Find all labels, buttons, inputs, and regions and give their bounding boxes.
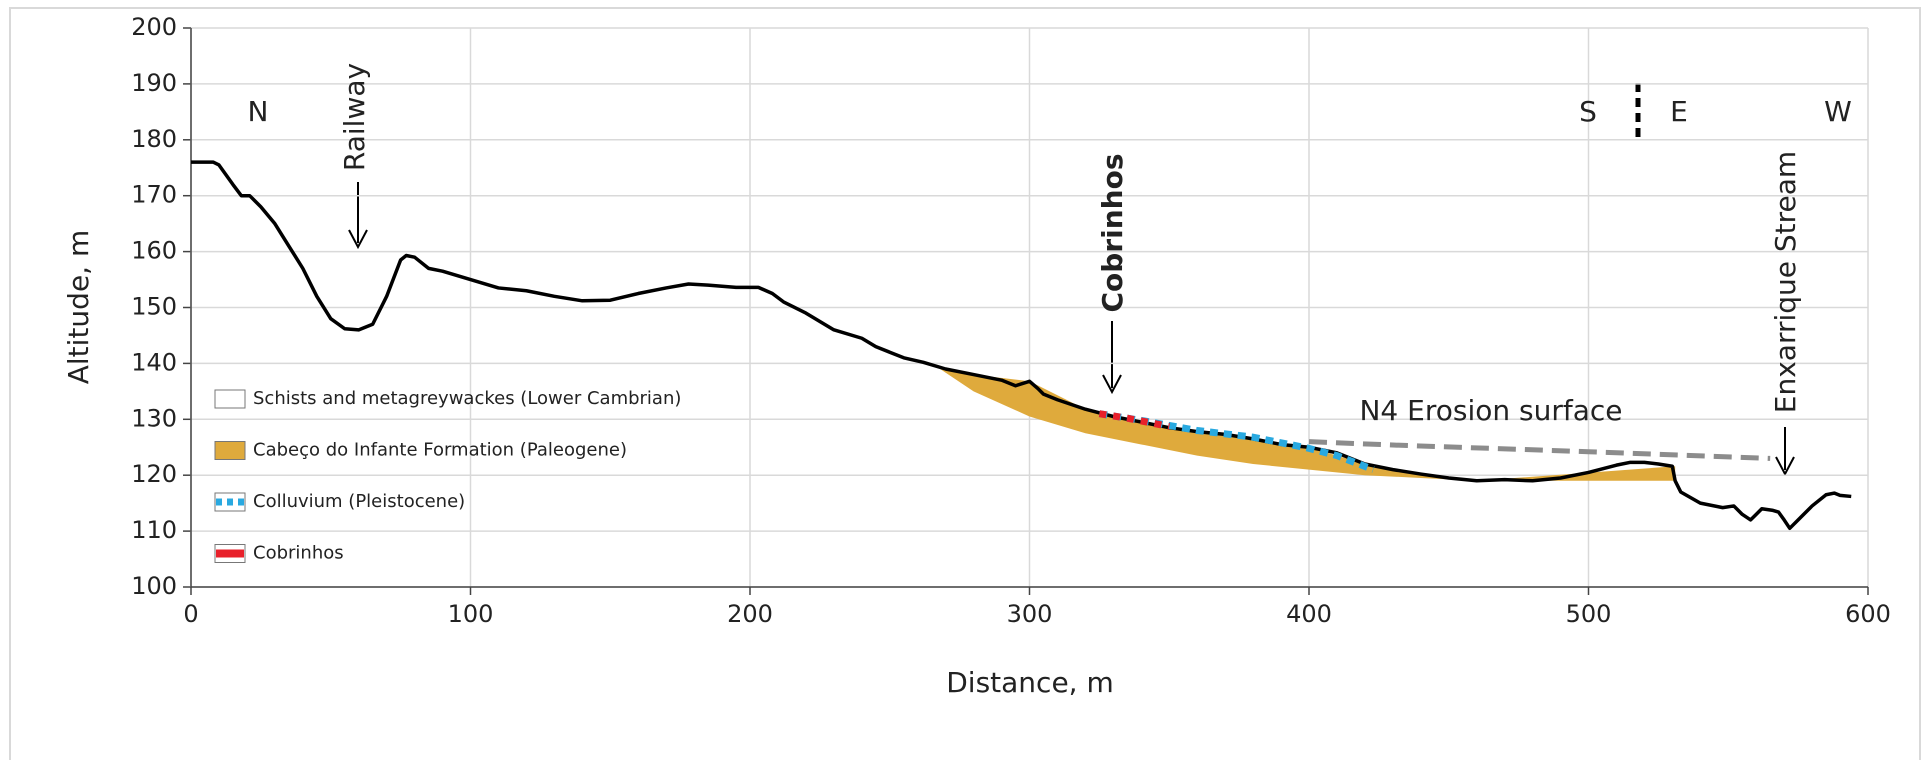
annotation: N bbox=[248, 95, 269, 128]
x-tick-label: 600 bbox=[1845, 600, 1891, 628]
legend-swatch bbox=[214, 389, 246, 409]
x-tick-label: 200 bbox=[727, 600, 773, 628]
annotation: Enxarrique Stream bbox=[1769, 151, 1802, 413]
x-tick-label: 500 bbox=[1566, 600, 1612, 628]
y-tick-label: 140 bbox=[131, 348, 177, 376]
site-line bbox=[1098, 410, 1170, 430]
x-tick-label: 400 bbox=[1286, 600, 1332, 628]
legend-label: Cobrinhos bbox=[253, 543, 344, 564]
y-tick-label: 110 bbox=[131, 516, 177, 544]
formation-area bbox=[931, 363, 1676, 481]
y-tick-label: 180 bbox=[131, 125, 177, 153]
x-axis-title: Distance, m bbox=[946, 666, 1114, 699]
legend-label: Colluvium (Pleistocene) bbox=[253, 491, 465, 512]
x-tick-label: 300 bbox=[1007, 600, 1053, 628]
arrow-head bbox=[1102, 374, 1122, 395]
annotation: W bbox=[1824, 95, 1852, 128]
y-tick-label: 130 bbox=[131, 404, 177, 432]
surface-label: N4 Erosion surface bbox=[1359, 394, 1622, 427]
annotation: Railway bbox=[338, 63, 371, 171]
profile-line bbox=[191, 160, 1852, 531]
frame bbox=[9, 7, 1921, 760]
annotation: E bbox=[1670, 95, 1688, 128]
y-tick-label: 190 bbox=[131, 69, 177, 97]
y-tick-label: 150 bbox=[131, 293, 177, 321]
annotation: S bbox=[1579, 95, 1597, 128]
y-tick-label: 120 bbox=[131, 460, 177, 488]
legend-label: Cabeço do Infante Formation (Paleogene) bbox=[253, 440, 627, 461]
annotation: Cobrinhos bbox=[1096, 153, 1129, 312]
erosion-surface bbox=[1308, 439, 1771, 461]
legend-label: Schists and metagreywackes (Lower Cambri… bbox=[253, 388, 681, 409]
legend-swatch bbox=[214, 441, 246, 460]
arrow-head bbox=[1775, 456, 1795, 477]
y-axis-title: Altitude, m bbox=[62, 230, 95, 385]
legend-swatch bbox=[216, 549, 244, 558]
y-tick-label: 160 bbox=[131, 237, 177, 265]
y-tick-label: 200 bbox=[131, 13, 177, 41]
y-tick-label: 170 bbox=[131, 181, 177, 209]
y-tick-label: 100 bbox=[131, 572, 177, 600]
x-tick-label: 100 bbox=[448, 600, 494, 628]
x-tick-label: 0 bbox=[183, 600, 198, 628]
arrow-head bbox=[348, 229, 368, 250]
